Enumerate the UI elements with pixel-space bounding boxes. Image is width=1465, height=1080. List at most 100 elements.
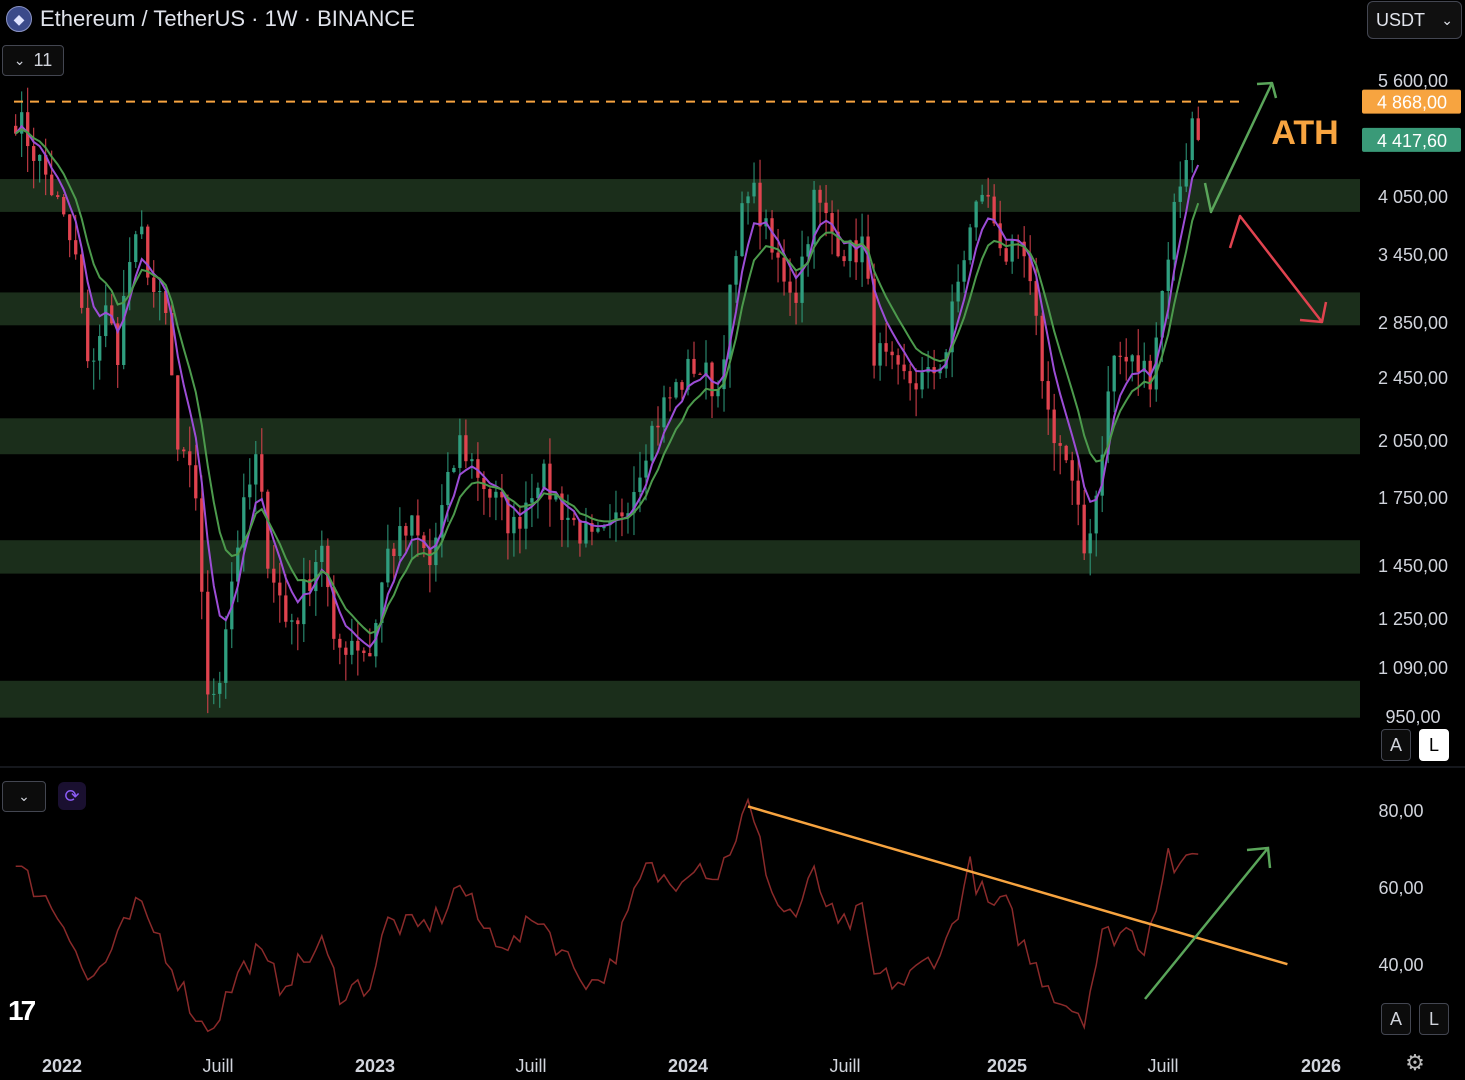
price-tick-label: 1 250,00 [1378, 609, 1448, 629]
candle-body [998, 223, 1002, 249]
candle-body [1190, 118, 1194, 161]
candle-body [878, 343, 882, 366]
candle-body [554, 493, 558, 500]
indicator-count: 11 [33, 50, 53, 70]
currency-selector[interactable]: USDT ⌄ [1367, 1, 1462, 39]
candle-body [446, 471, 450, 506]
candle-body [404, 526, 408, 536]
candle-body [332, 587, 336, 639]
candle-body [920, 372, 924, 390]
candle-body [812, 189, 816, 245]
candle-body [68, 214, 72, 241]
candle-body [440, 505, 444, 538]
candle-body [1166, 259, 1170, 291]
candle-body [776, 252, 780, 258]
candle-body [260, 454, 264, 492]
ath-label: ATH [1271, 114, 1338, 152]
symbol-title[interactable]: Ethereum / TetherUS · 1W · BINANCE [40, 6, 415, 31]
candle-body [56, 195, 60, 197]
time-axis-label: Juill [1147, 1056, 1178, 1076]
candle-body [548, 463, 552, 500]
candle-body [236, 547, 240, 582]
candle-body [950, 301, 954, 353]
price-tick-label: 2 450,00 [1378, 368, 1448, 388]
candle-body [248, 484, 252, 498]
last-price-badge [1362, 127, 1461, 152]
support-zone [0, 680, 1360, 718]
candle-body [1082, 504, 1086, 554]
rsi-trendline [747, 805, 1288, 966]
auto-scale-button[interactable]: A [1381, 729, 1411, 761]
candle-body [416, 515, 420, 536]
price-tick-label: 2 850,00 [1378, 313, 1448, 333]
candle-body [470, 459, 474, 462]
bearish-arrowhead [1299, 301, 1328, 324]
candle-body [158, 291, 162, 293]
candle-body [32, 146, 36, 161]
rsi-tick-label: 80,00 [1378, 801, 1423, 821]
candle-body [392, 548, 396, 557]
candle-body [632, 492, 636, 514]
price-tick-label: 1 450,00 [1378, 556, 1448, 576]
rsi-log-scale-button[interactable]: L [1419, 1003, 1449, 1035]
candle-body [266, 491, 270, 569]
candle-body [734, 256, 738, 285]
candle-body [494, 491, 498, 498]
candle-body [1196, 118, 1200, 140]
candle-body [836, 231, 840, 257]
candle-body [278, 582, 282, 596]
candle-body [188, 451, 192, 466]
candle-body [1046, 381, 1050, 410]
candle-body [1028, 256, 1032, 282]
candle-body [410, 515, 414, 536]
candle-body [1124, 356, 1128, 362]
candle-body [1004, 248, 1008, 262]
candle-body [524, 502, 528, 529]
candle-body [698, 373, 702, 375]
price-tick-label: 1 090,00 [1378, 658, 1448, 678]
candle-body [806, 244, 810, 257]
candle-body [116, 323, 120, 365]
candle-body [914, 383, 918, 390]
rsi-collapse-button[interactable]: ⌄ [2, 781, 46, 812]
rsi-auto-scale-button[interactable]: A [1381, 1003, 1411, 1035]
candle-body [1172, 201, 1176, 260]
indicators-toggle-button[interactable]: ⌄ 11 [2, 45, 64, 76]
candle-body [98, 336, 102, 361]
ethereum-logo-icon: ◆ [6, 6, 32, 32]
candle-body [200, 498, 204, 592]
time-axis-label: 2023 [355, 1056, 395, 1076]
candle-body [1010, 240, 1014, 262]
refresh-icon[interactable]: ⟳ [58, 782, 86, 810]
candle-body [464, 435, 468, 462]
candle-body [788, 281, 792, 293]
candle-body [428, 547, 432, 566]
candle-body [1064, 445, 1068, 461]
log-scale-button[interactable]: L [1419, 729, 1449, 761]
candle-body [206, 591, 210, 695]
candle-body [782, 257, 786, 282]
candle-body [830, 213, 834, 232]
candle-body [1112, 355, 1116, 392]
candle-body [644, 460, 648, 478]
candle-body [170, 313, 174, 376]
candle-body [686, 358, 690, 390]
candle-body [254, 454, 258, 485]
candle-body [242, 497, 246, 548]
candle-body [452, 467, 456, 472]
candle-body [1040, 315, 1044, 382]
candle-body [872, 278, 876, 366]
candle-body [272, 568, 276, 583]
candle-body [536, 487, 540, 499]
candle-body [1118, 355, 1122, 357]
candle-body [356, 640, 360, 651]
candle-body [572, 517, 576, 521]
settings-gear-icon[interactable]: ⚙ [1405, 1050, 1425, 1075]
time-axis-label: 2024 [668, 1056, 708, 1076]
candle-body [458, 435, 462, 468]
candle-body [140, 226, 144, 235]
rsi-tick-label: 60,00 [1378, 878, 1423, 898]
candle-body [80, 254, 84, 308]
candle-body [1100, 454, 1104, 496]
